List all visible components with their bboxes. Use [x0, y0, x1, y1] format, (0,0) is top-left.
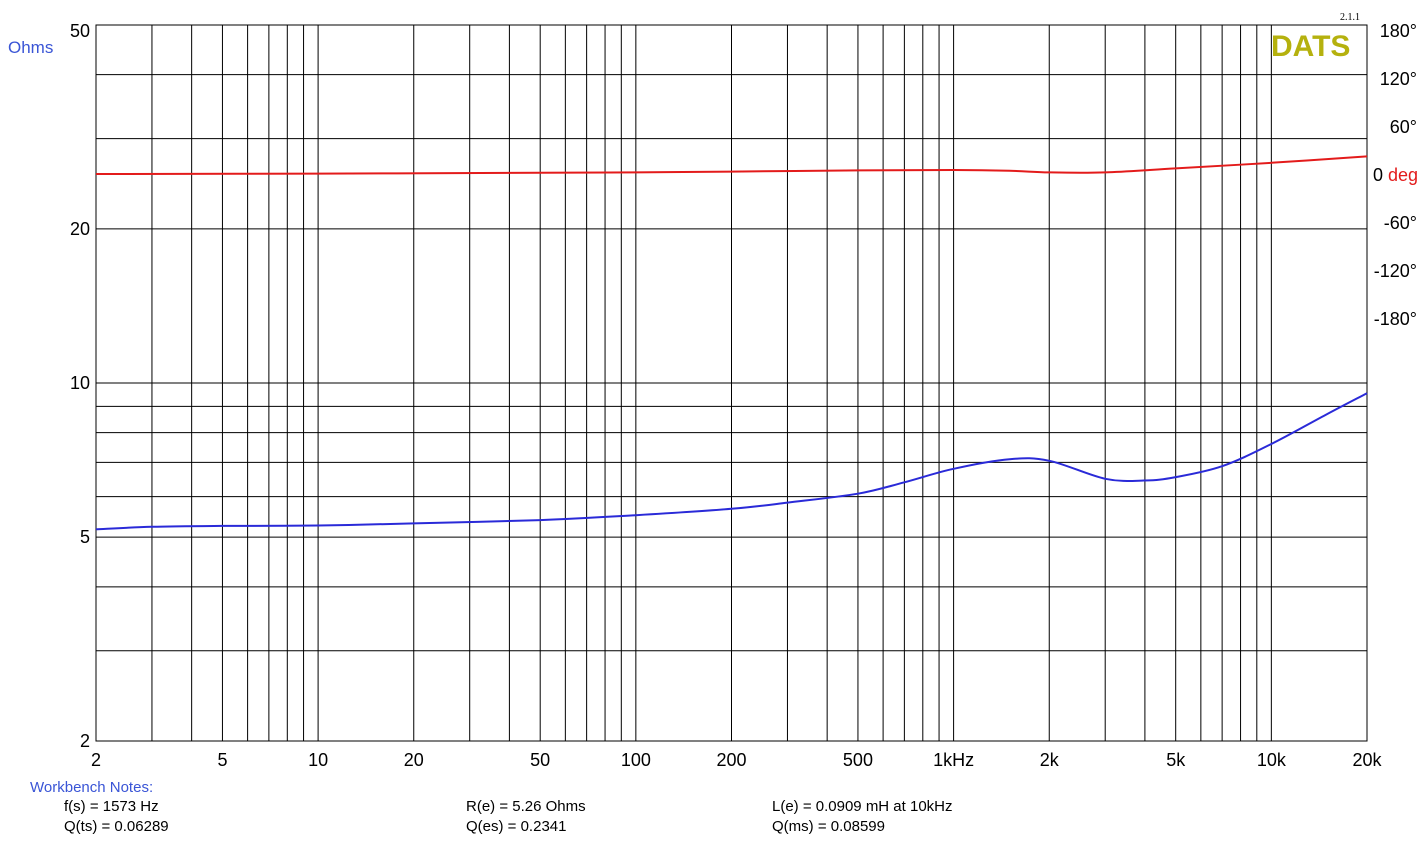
- impedance-curve: [95, 392, 1368, 531]
- x-tick-label: 50: [530, 750, 550, 770]
- notes-title: Workbench Notes:: [30, 779, 154, 796]
- y-left-axis-label: Ohms: [8, 38, 53, 57]
- note-fs: f(s) = 1573 Hz: [64, 798, 159, 815]
- y-right-tick-label: 60°: [1390, 117, 1417, 137]
- x-tick-label: 20k: [1352, 750, 1382, 770]
- y-right-tick-label: -60°: [1384, 213, 1417, 233]
- grid: [95, 24, 1368, 742]
- x-tick-label: 5k: [1166, 750, 1186, 770]
- brand-logo: DATS: [1271, 30, 1350, 63]
- y-right-tick-label: 0: [1373, 165, 1383, 185]
- note-re: R(e) = 5.26 Ohms: [466, 798, 586, 815]
- note-le: L(e) = 0.0909 mH at 10kHz: [772, 798, 953, 815]
- x-tick-label: 500: [843, 750, 873, 770]
- x-tick-label: 10k: [1257, 750, 1287, 770]
- note-qms: Q(ms) = 0.08599: [772, 818, 885, 835]
- version-label: 2.1.1: [1340, 12, 1360, 23]
- y-right-tick-label: -120°: [1374, 261, 1417, 281]
- y-right-tick-label: 180°: [1380, 21, 1417, 41]
- x-tick-label: 100: [621, 750, 651, 770]
- x-tick-label: 200: [716, 750, 746, 770]
- y-left-tick-label: 50: [70, 21, 90, 41]
- y-left-tick-label: 2: [80, 731, 90, 751]
- x-tick-label: 1kHz: [933, 750, 974, 770]
- x-tick-label: 2: [91, 750, 101, 770]
- y-right-tick-label: 120°: [1380, 69, 1417, 89]
- x-tick-label: 5: [217, 750, 227, 770]
- x-tick-label: 10: [308, 750, 328, 770]
- x-tick-label: 20: [404, 750, 424, 770]
- y-left-tick-label: 10: [70, 373, 90, 393]
- x-tick-label: 2k: [1040, 750, 1060, 770]
- y-right-tick-label: -180°: [1374, 309, 1417, 329]
- note-qes: Q(es) = 0.2341: [466, 818, 567, 835]
- curves: [95, 155, 1368, 531]
- y-right-axis-label: deg: [1388, 165, 1418, 185]
- y-left-tick-label: 5: [80, 527, 90, 547]
- y-left-tick-label: 20: [70, 219, 90, 239]
- brand-background: [1272, 30, 1360, 60]
- phase-curve: [95, 155, 1368, 175]
- axis-labels: 2 5 10 20 50 100 200 500 1kHz 2k 5k 10k 20k 2 5 10 20 50 O…: [8, 21, 1418, 770]
- note-qts: Q(ts) = 0.06289: [64, 818, 169, 835]
